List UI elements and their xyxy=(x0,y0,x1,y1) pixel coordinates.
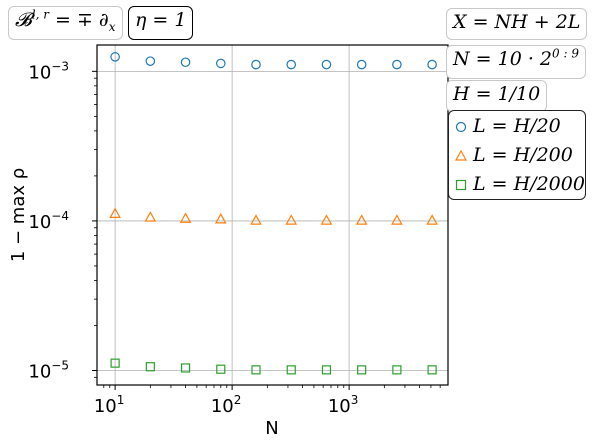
h-value-box: H = 1/10 xyxy=(446,80,548,112)
y-axis-label: 1 − max ρ xyxy=(8,168,29,262)
point-square-2-7 xyxy=(357,365,367,375)
point-triangle-1-2 xyxy=(179,212,192,223)
point-circle-0-5 xyxy=(286,59,297,70)
point-square-2-3 xyxy=(216,364,226,374)
n-range-superscript: 0 : 9 xyxy=(552,46,579,61)
point-circle-0-1 xyxy=(145,56,156,66)
legend-item-h2000: L = H/2000 xyxy=(449,171,585,197)
point-circle-0-6 xyxy=(321,59,332,70)
operator-subscript: x xyxy=(108,19,116,34)
point-triangle-1-8 xyxy=(391,214,403,225)
point-circle-0-4 xyxy=(251,59,261,70)
legend-item-h20: L = H/20 xyxy=(449,113,585,139)
operator-superscript: l, r xyxy=(31,7,49,22)
point-square-2-5 xyxy=(286,365,296,375)
point-square-2-6 xyxy=(321,365,332,375)
point-square-2-9 xyxy=(427,365,437,375)
legend-item-h200: L = H/200 xyxy=(449,142,585,168)
x-tick-label: 102 xyxy=(211,393,242,417)
y-tick-label: 10−4 xyxy=(28,209,69,233)
point-circle-0-7 xyxy=(356,59,367,70)
eta-box: η = 1 xyxy=(128,6,194,40)
n-range-main: N = 10 · 2 xyxy=(453,48,553,70)
h-value-label: H = 1/10 xyxy=(453,83,541,105)
square-marker-icon xyxy=(455,179,467,191)
legend-label: L = H/2000 xyxy=(473,173,585,195)
circle-marker-icon xyxy=(455,121,467,133)
point-triangle-1-7 xyxy=(355,214,368,225)
plot-frame xyxy=(96,44,449,386)
point-triangle-1-0 xyxy=(109,207,121,218)
y-tick-label: 10−5 xyxy=(28,359,69,383)
point-triangle-1-1 xyxy=(144,211,157,222)
point-square-2-0 xyxy=(110,358,120,368)
point-square-2-8 xyxy=(392,365,402,375)
x-axis-label: N xyxy=(265,418,278,439)
point-square-2-1 xyxy=(145,362,155,372)
operator-symbol: 𝓑 xyxy=(15,9,32,31)
point-square-2-4 xyxy=(251,365,261,375)
legend: L = H/20 L = H/200 L = H/2000 xyxy=(448,110,586,200)
data-points xyxy=(109,52,438,375)
point-triangle-1-9 xyxy=(426,214,438,225)
x-tick-label: 103 xyxy=(328,393,359,417)
n-range-box: N = 10 · 20 : 9 xyxy=(446,45,586,79)
axis-ticks: 101 102 103 10−3 10−4 10−5 xyxy=(28,59,441,417)
point-circle-0-0 xyxy=(110,52,120,62)
triangle-marker-icon xyxy=(454,149,468,161)
point-triangle-1-3 xyxy=(214,212,227,224)
point-circle-0-3 xyxy=(215,58,226,69)
point-triangle-1-5 xyxy=(285,214,298,225)
point-circle-0-9 xyxy=(427,59,437,70)
point-circle-0-8 xyxy=(392,59,402,70)
point-triangle-1-6 xyxy=(320,214,333,225)
x-tick-label: 101 xyxy=(94,393,125,417)
operator-expression: = ∓ ∂ xyxy=(48,9,109,31)
point-square-2-2 xyxy=(180,363,191,373)
point-circle-0-2 xyxy=(180,57,191,68)
eta-label: η = 1 xyxy=(135,9,187,31)
grid-lines xyxy=(97,45,448,385)
operator-box: 𝓑l, r = ∓ ∂x xyxy=(8,6,123,40)
domain-label: X = NH + 2L xyxy=(453,11,581,33)
legend-label: L = H/20 xyxy=(473,115,561,137)
point-triangle-1-4 xyxy=(250,214,262,225)
domain-box: X = NH + 2L xyxy=(446,8,588,40)
legend-label: L = H/200 xyxy=(473,144,573,166)
y-tick-label: 10−3 xyxy=(28,59,69,83)
